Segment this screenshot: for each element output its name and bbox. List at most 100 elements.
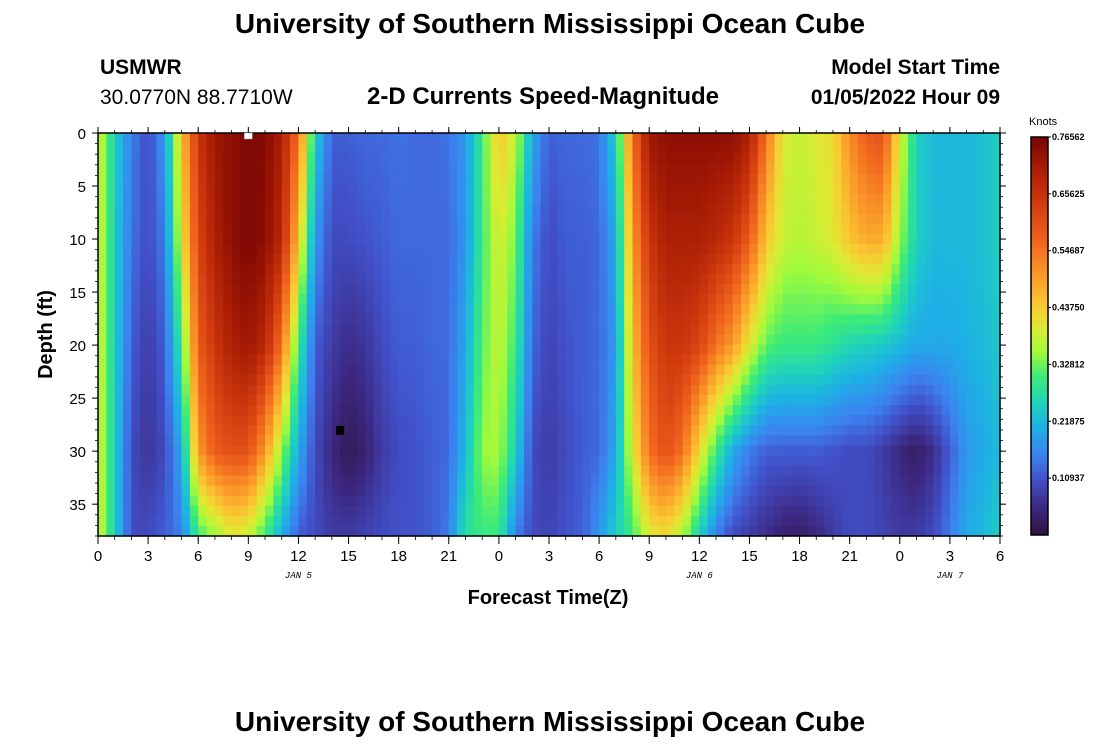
heatmap-cell [983, 233, 993, 245]
heatmap-cell [891, 173, 901, 184]
heatmap-cell [181, 445, 191, 456]
heatmap-cell [724, 223, 734, 235]
heatmap-cell [590, 324, 600, 336]
heatmap-cell [173, 233, 183, 245]
heatmap-cell [615, 173, 625, 184]
heatmap-cell [223, 495, 233, 507]
heatmap-cell [866, 374, 876, 386]
heatmap-cell [757, 525, 767, 537]
heatmap-cell [599, 304, 609, 315]
heatmap-cell [106, 304, 116, 315]
heatmap-cell [523, 203, 533, 215]
heatmap-cell [916, 435, 926, 446]
heatmap-cell [782, 153, 792, 164]
heatmap-cell [348, 243, 358, 255]
heatmap-cell [949, 304, 959, 315]
heatmap-cell [498, 183, 508, 195]
heatmap-cell [323, 515, 333, 527]
heatmap-cell [123, 173, 133, 184]
heatmap-cell [356, 143, 366, 154]
heatmap-cell [590, 435, 600, 446]
heatmap-cell [974, 143, 984, 154]
heatmap-cell [231, 364, 241, 376]
colorbar-segment [1031, 391, 1048, 397]
heatmap-cell [624, 274, 634, 285]
heatmap-cell [816, 405, 826, 416]
heatmap-cell [173, 465, 183, 477]
heatmap-cell [799, 163, 809, 174]
colorbar-segment [1031, 272, 1048, 277]
heatmap-cell [398, 394, 408, 406]
heatmap-cell [949, 243, 959, 255]
heatmap-cell [632, 415, 642, 426]
heatmap-cell [924, 294, 934, 305]
heatmap-cell [114, 445, 124, 456]
heatmap-cell [356, 294, 366, 305]
heatmap-cell [991, 405, 1001, 416]
heatmap-cell [398, 263, 408, 275]
heatmap-cell [189, 485, 199, 497]
heatmap-cell [315, 304, 325, 315]
heatmap-cell [181, 183, 191, 195]
heatmap-cell [415, 274, 425, 285]
heatmap-cell [448, 415, 458, 426]
heatmap-cell [164, 294, 174, 305]
heatmap-cell [390, 344, 400, 356]
heatmap-cell [448, 314, 458, 326]
heatmap-cell [615, 163, 625, 174]
heatmap-cell [365, 324, 375, 336]
heatmap-cell [607, 263, 617, 275]
heatmap-cell [615, 485, 625, 497]
heatmap-cell [206, 284, 216, 295]
heatmap-cell [223, 203, 233, 215]
heatmap-cell [615, 475, 625, 487]
heatmap-cell [866, 314, 876, 326]
heatmap-cell [465, 284, 475, 295]
heatmap-cell [791, 294, 801, 305]
heatmap-cell [323, 384, 333, 396]
heatmap-cell [841, 445, 851, 456]
heatmap-cell [958, 314, 968, 326]
heatmap-cell [891, 344, 901, 356]
heatmap-cell [381, 284, 391, 295]
heatmap-cell [507, 405, 517, 416]
heatmap-cell [899, 435, 909, 446]
heatmap-cell [632, 304, 642, 315]
heatmap-cell [440, 263, 450, 275]
heatmap-cell [807, 354, 817, 366]
colorbar-segment [1031, 531, 1048, 536]
heatmap-cell [732, 193, 742, 205]
heatmap-cell [540, 425, 550, 436]
heatmap-cell [507, 143, 517, 154]
heatmap-cell [557, 394, 567, 406]
heatmap-cell [281, 495, 291, 507]
heatmap-cell [223, 284, 233, 295]
heatmap-cell [682, 223, 692, 235]
heatmap-cell [348, 354, 358, 366]
heatmap-cell [131, 435, 141, 446]
heatmap-cell [707, 495, 717, 507]
heatmap-cell [741, 253, 751, 265]
heatmap-cell [239, 425, 249, 436]
heatmap-cell [206, 525, 216, 537]
heatmap-cell [774, 294, 784, 305]
heatmap-cell [465, 455, 475, 467]
heatmap-cell [640, 133, 650, 144]
heatmap-cell [448, 223, 458, 235]
heatmap-cell [331, 274, 341, 285]
heatmap-cell [298, 374, 308, 386]
heatmap-cell [816, 475, 826, 487]
heatmap-cell [432, 324, 442, 336]
heatmap-cell [340, 183, 350, 195]
heatmap-cell [298, 515, 308, 527]
heatmap-cell [741, 133, 751, 144]
heatmap-cell [933, 213, 943, 225]
heatmap-cell [523, 515, 533, 527]
heatmap-cell [807, 253, 817, 265]
heatmap-cell [682, 384, 692, 396]
heatmap-cell [849, 475, 859, 487]
heatmap-cell [532, 173, 542, 184]
heatmap-cell [832, 455, 842, 467]
heatmap-cell [657, 445, 667, 456]
heatmap-cell [148, 284, 158, 295]
